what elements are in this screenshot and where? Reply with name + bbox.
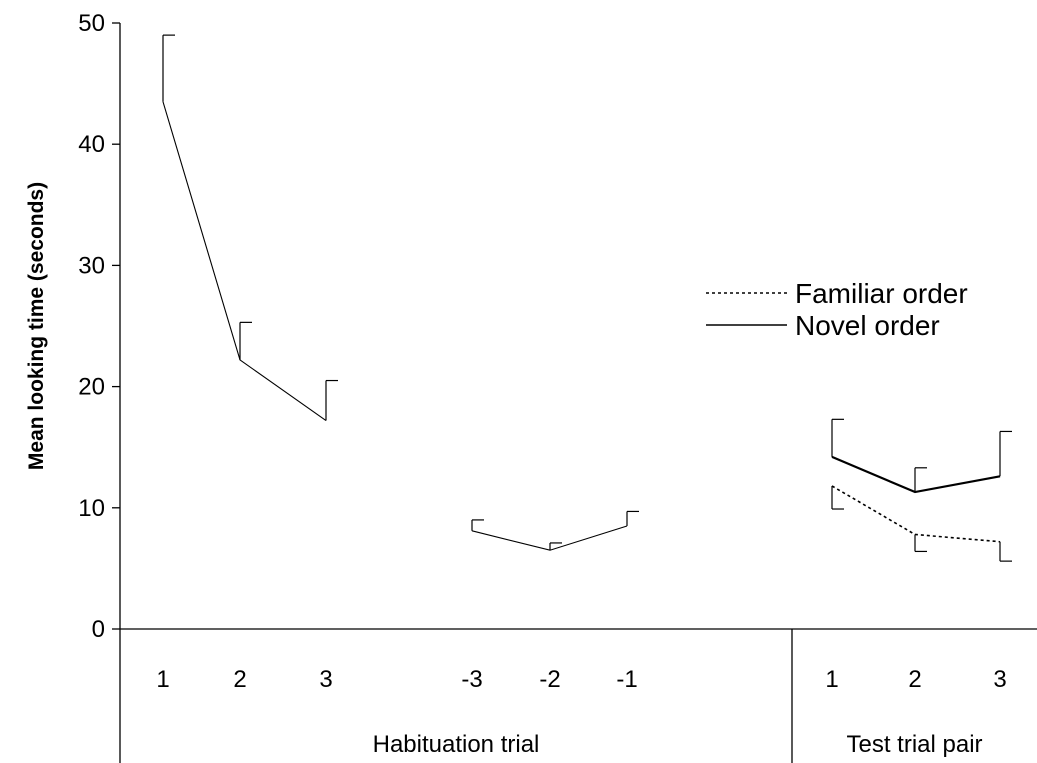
x-tick-label: 1 xyxy=(825,666,838,693)
x-tick-label: 2 xyxy=(908,666,921,693)
y-tick-label: 10 xyxy=(78,495,105,522)
legend-label: Familiar order xyxy=(795,278,968,309)
y-tick-label: 30 xyxy=(78,252,105,279)
x-group-label: Habituation trial xyxy=(373,731,540,758)
x-tick-label: -3 xyxy=(461,666,482,693)
series-familiar-order-line xyxy=(832,486,1000,542)
x-tick-label: -2 xyxy=(539,666,560,693)
y-axis-title: Mean looking time (seconds) xyxy=(25,182,48,470)
x-tick-label: 3 xyxy=(319,666,332,693)
series-habituation-line xyxy=(163,102,326,421)
y-tick-label: 0 xyxy=(92,616,105,643)
x-tick-label: 1 xyxy=(156,666,169,693)
axes: 0 10 20 30 40 50 1 2 3 -3 -2 -1 Habituation trial 1 2 3… xyxy=(78,10,1037,763)
x-tick-label: -1 xyxy=(616,666,637,693)
y-tick-label: 20 xyxy=(78,374,105,401)
y-tick-label: 50 xyxy=(78,10,105,37)
legend-label: Novel order xyxy=(795,310,940,341)
x-tick-label: 2 xyxy=(233,666,246,693)
series-novel-order-line xyxy=(832,457,1000,492)
y-tick-label: 40 xyxy=(78,131,105,158)
x-group-label: Test trial pair xyxy=(846,731,982,758)
x-tick-label: 3 xyxy=(993,666,1006,693)
